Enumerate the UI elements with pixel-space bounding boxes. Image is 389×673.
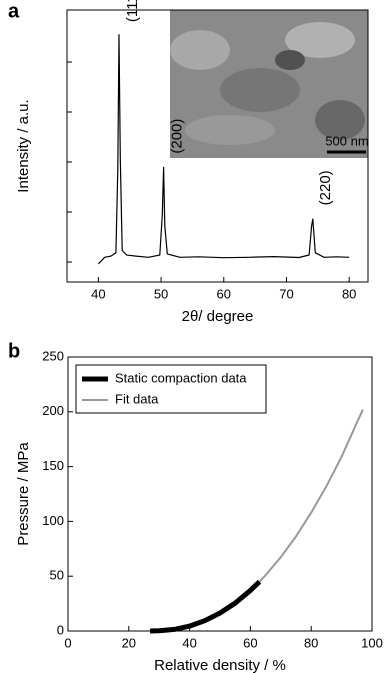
panel-label: a xyxy=(8,0,20,22)
figure: a 40 50 60 70 80 2θ/ degree Intensity / a.u. (11… xyxy=(0,0,389,673)
data-line xyxy=(150,582,259,631)
x-tick-label: 50 xyxy=(154,286,168,301)
scale-label: 500 nm xyxy=(325,133,368,148)
y-tick-label: 250 xyxy=(42,348,64,363)
y-tick-label: 100 xyxy=(42,513,64,528)
x-axis-label: 2θ/ degree xyxy=(182,308,254,325)
y-axis-label: Pressure / MPa xyxy=(15,442,32,546)
y-tick-label: 50 xyxy=(50,568,64,583)
panel-label: b xyxy=(8,340,20,362)
y-tick-label: 200 xyxy=(42,403,64,418)
peak-label: (111) xyxy=(124,0,141,22)
x-tick-label: 20 xyxy=(122,635,136,650)
x-tick-label: 80 xyxy=(304,635,318,650)
legend-label: Fit data xyxy=(115,391,159,406)
x-tick-label: 100 xyxy=(361,635,383,650)
x-tick-label: 40 xyxy=(91,286,105,301)
x-tick-label: 80 xyxy=(342,286,356,301)
data-line xyxy=(260,410,363,582)
peak-label: (220) xyxy=(317,170,334,205)
legend-label: Static compaction data xyxy=(115,370,247,385)
x-tick-label: 40 xyxy=(182,635,196,650)
x-tick-label: 60 xyxy=(217,286,231,301)
x-tick-label: 60 xyxy=(243,635,257,650)
x-tick-label: 70 xyxy=(279,286,293,301)
x-axis-label: Relative density / % xyxy=(154,657,286,673)
y-tick-label: 0 xyxy=(57,622,64,637)
y-axis-label: Intensity / a.u. xyxy=(15,99,32,192)
peak-label: (200) xyxy=(169,119,186,154)
x-tick-label: 0 xyxy=(64,635,71,650)
y-tick-label: 150 xyxy=(42,458,64,473)
